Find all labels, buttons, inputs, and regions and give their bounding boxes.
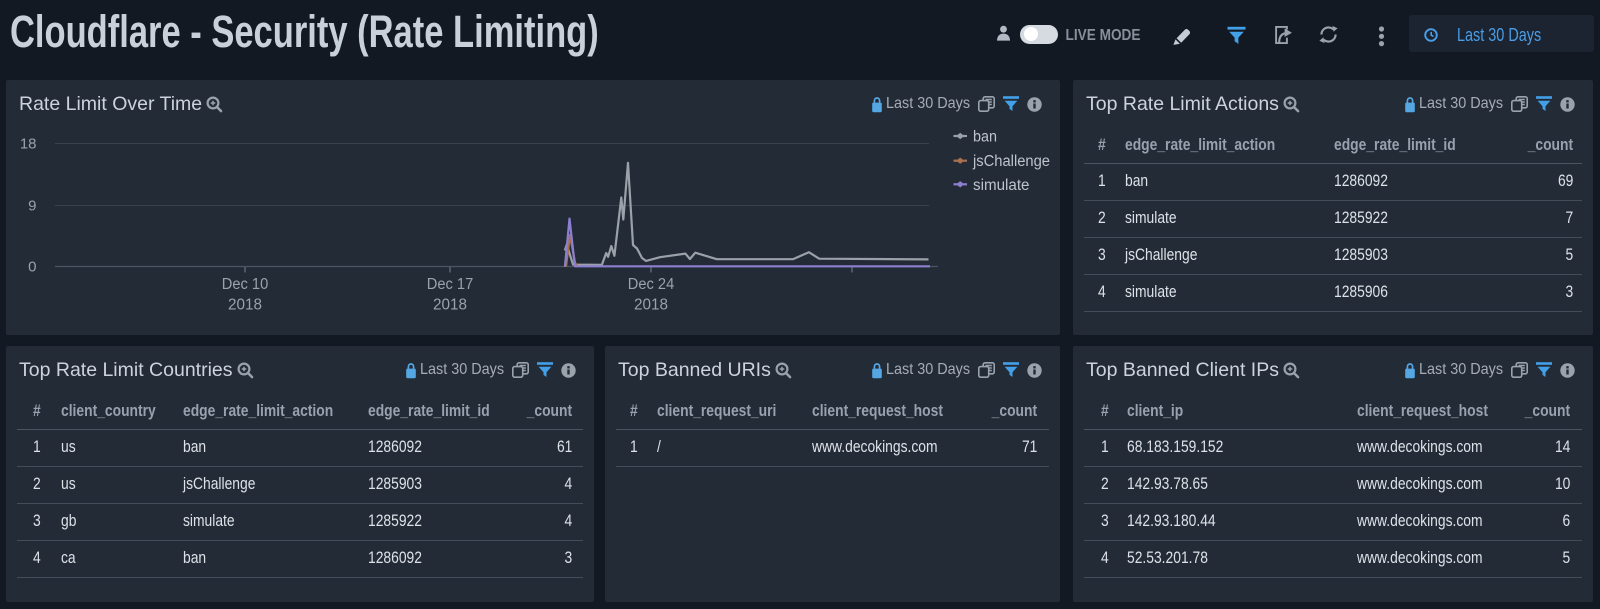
- svg-text:Dec 10: Dec 10: [222, 276, 269, 293]
- svg-text:2018: 2018: [228, 297, 262, 314]
- svg-text:Dec 17: Dec 17: [427, 276, 474, 293]
- svg-text:18: 18: [20, 136, 37, 153]
- svg-text:jsChallenge: jsChallenge: [972, 153, 1050, 170]
- svg-text:2018: 2018: [634, 297, 668, 314]
- svg-text:2018: 2018: [433, 297, 467, 314]
- svg-text:Dec 24: Dec 24: [628, 276, 675, 293]
- svg-text:simulate: simulate: [973, 177, 1030, 194]
- svg-text:0: 0: [28, 259, 36, 276]
- svg-text:9: 9: [28, 198, 36, 215]
- svg-text:ban: ban: [973, 129, 997, 146]
